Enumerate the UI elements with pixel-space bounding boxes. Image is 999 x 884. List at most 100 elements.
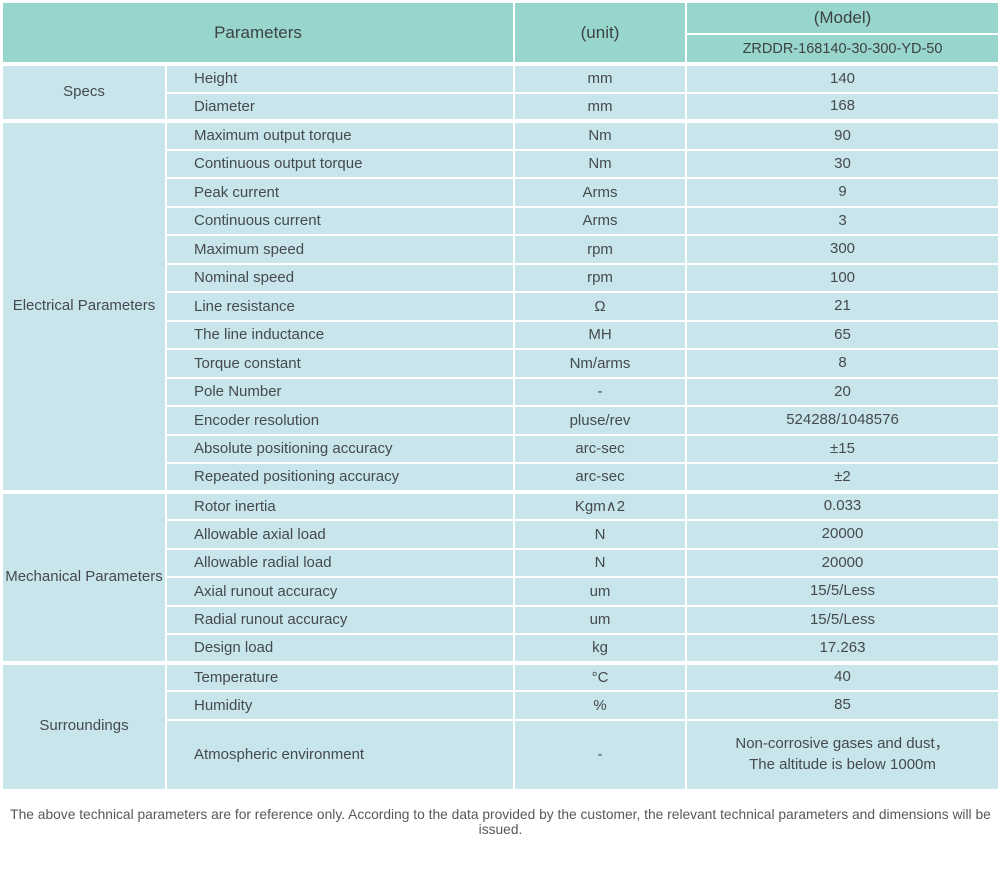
value-cell: 21: [685, 291, 999, 322]
table-row: Pole Number - 20: [2, 376, 999, 407]
unit-cell: rpm: [513, 262, 687, 293]
param-cell: Repeated positioning accuracy: [165, 462, 515, 493]
value-cell: 0.033: [685, 489, 999, 521]
table-row: Torque constant Nm/arms 8: [2, 348, 999, 379]
unit-cell: Nm: [513, 148, 687, 179]
value-cell: 85: [685, 690, 999, 721]
unit-cell: MH: [513, 319, 687, 350]
param-cell: Continuous output torque: [165, 148, 515, 179]
table-row: Maximum speed rpm 300: [2, 234, 999, 265]
unit-cell: rpm: [513, 234, 687, 265]
unit-cell: Arms: [513, 177, 687, 208]
param-cell: Line resistance: [165, 291, 515, 322]
table-header: Parameters (unit) (Model) ZRDDR-168140-3…: [1, 0, 999, 65]
unit-cell: arc-sec: [513, 462, 687, 493]
unit-cell: mm: [513, 62, 687, 94]
value-cell: 524288/1048576: [685, 405, 999, 436]
param-cell: Humidity: [165, 690, 515, 721]
unit-cell: um: [513, 604, 687, 635]
table-row: Continuous output torque Nm 30: [2, 148, 999, 179]
value-cell: 140: [685, 62, 999, 94]
unit-cell: um: [513, 576, 687, 607]
param-cell: Nominal speed: [165, 262, 515, 293]
model-number: ZRDDR-168140-30-300-YD-50: [685, 33, 999, 65]
category-cell-surroundings: Surroundings: [1, 660, 167, 791]
model-header: (Model): [685, 0, 999, 36]
table-row: Peak current Arms 9: [2, 177, 999, 208]
table-row: Allowable axial load N 20000: [2, 519, 999, 550]
param-cell: Pole Number: [165, 376, 515, 407]
param-cell: Rotor inertia: [165, 489, 515, 521]
table-row: Nominal speed rpm 100: [2, 262, 999, 293]
unit-cell: Arms: [513, 205, 687, 236]
category-cell-mechanical: Mechanical Parameters: [1, 489, 167, 664]
unit-cell: Nm/arms: [513, 348, 687, 379]
param-cell: The line inductance: [165, 319, 515, 350]
table-row: The line inductance MH 65: [2, 319, 999, 350]
table-row: Axial runout accuracy um 15/5/Less: [2, 576, 999, 607]
unit-cell: N: [513, 547, 687, 578]
value-cell: 100: [685, 262, 999, 293]
unit-cell: Nm: [513, 119, 687, 151]
value-cell: 30: [685, 148, 999, 179]
table-row: Surroundings Temperature °C 40: [1, 660, 999, 791]
table-row: Repeated positioning accuracy arc-sec ±2: [2, 462, 999, 493]
table-row: Atmospheric environment - Non-corrosive …: [2, 718, 999, 791]
parameters-header: Parameters: [1, 1, 515, 65]
unit-cell: mm: [513, 91, 687, 122]
table-row: Humidity % 85: [2, 690, 999, 721]
param-cell: Radial runout accuracy: [165, 604, 515, 635]
value-cell: 20: [685, 376, 999, 407]
param-cell: Maximum output torque: [165, 119, 515, 151]
unit-cell: °C: [513, 660, 687, 692]
table-row: Radial runout accuracy um 15/5/Less: [2, 604, 999, 635]
unit-cell: N: [513, 519, 687, 550]
value-cell: 90: [685, 119, 999, 151]
param-cell: Maximum speed: [165, 234, 515, 265]
unit-cell: %: [513, 690, 687, 721]
value-cell: 15/5/Less: [685, 576, 999, 607]
unit-cell: Ω: [513, 291, 687, 322]
table-row: Allowable radial load N 20000: [2, 547, 999, 578]
value-cell: 300: [685, 234, 999, 265]
value-cell: Non-corrosive gases and dust， The altitu…: [685, 718, 999, 791]
param-cell: Temperature: [165, 660, 515, 692]
value-cell: 20000: [685, 519, 999, 550]
category-cell-electrical: Electrical Parameters: [1, 119, 167, 493]
param-cell: Height: [165, 62, 515, 94]
table-row: Encoder resolution pluse/rev 524288/1048…: [2, 405, 999, 436]
table-row: Electrical Parameters Maximum output tor…: [1, 119, 999, 493]
param-cell: Allowable radial load: [165, 547, 515, 578]
value-cell: ±2: [685, 462, 999, 493]
table-row: Specs Height mm 140: [1, 62, 999, 122]
param-cell: Atmospheric environment: [165, 718, 515, 791]
param-cell: Continuous current: [165, 205, 515, 236]
value-cell: 20000: [685, 547, 999, 578]
reference-disclaimer: The above technical parameters are for r…: [10, 806, 991, 837]
category-cell-specs: Specs: [1, 62, 167, 122]
param-cell: Allowable axial load: [165, 519, 515, 550]
table-row: Mechanical Parameters Rotor inertia Kgm∧…: [1, 489, 999, 664]
param-cell: Torque constant: [165, 348, 515, 379]
unit-cell: Kgm∧2: [513, 489, 687, 521]
value-cell: 17.263: [685, 633, 999, 664]
unit-cell: kg: [513, 633, 687, 664]
value-cell: 3: [685, 205, 999, 236]
value-cell: 9: [685, 177, 999, 208]
value-cell: 65: [685, 319, 999, 350]
value-cell: 8: [685, 348, 999, 379]
unit-cell: -: [513, 376, 687, 407]
unit-cell: pluse/rev: [513, 405, 687, 436]
value-cell: ±15: [685, 433, 999, 464]
value-cell: 168: [685, 91, 999, 122]
param-cell: Axial runout accuracy: [165, 576, 515, 607]
param-cell: Absolute positioning accuracy: [165, 433, 515, 464]
table-row: Design load kg 17.263: [2, 633, 999, 664]
param-cell: Encoder resolution: [165, 405, 515, 436]
unit-header: (unit): [513, 1, 687, 65]
value-cell: 15/5/Less: [685, 604, 999, 635]
value-cell: 40: [685, 660, 999, 692]
unit-cell: arc-sec: [513, 433, 687, 464]
param-cell: Diameter: [165, 91, 515, 122]
